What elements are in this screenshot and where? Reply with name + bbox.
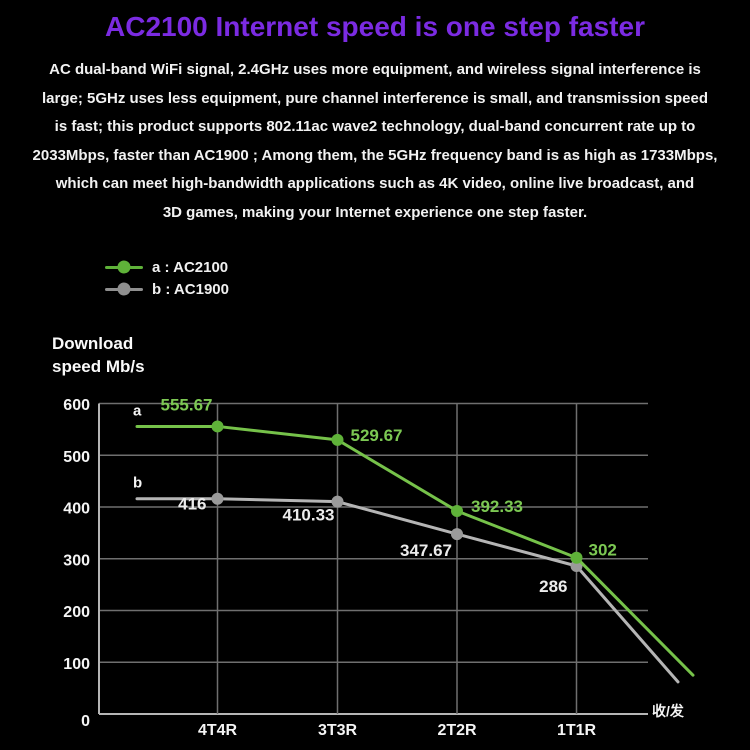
series-a-point-label: 555.67 — [161, 395, 213, 414]
y-tick-label: 100 — [63, 656, 90, 673]
legend-item-label: b : AC1900 — [152, 280, 229, 298]
body-text-line: large; 5GHz uses less equipment, pure ch… — [41, 89, 709, 107]
legend-line-marker-icon — [105, 282, 143, 296]
series-b-point-marker — [331, 495, 344, 508]
y-axis-title-line2: speed Mb/s — [52, 357, 145, 376]
body-text-line: is fast; this product supports 802.11ac … — [54, 118, 696, 136]
body-text-line: 2033Mbps, faster than AC1900 ; Among the… — [32, 146, 718, 164]
series-a-line — [135, 424, 695, 677]
y-tick-label: 400 — [63, 501, 90, 518]
y-tick-label: 0 — [81, 713, 90, 730]
series-a-point-label: 302 — [589, 541, 617, 560]
x-tick-label: 1T1R — [557, 722, 597, 739]
legend-item: b : AC1900 — [105, 278, 229, 300]
x-axis-end-label: 收/发 — [652, 703, 685, 719]
series-a-point-label: 529.67 — [351, 426, 403, 445]
y-tick-label: 500 — [63, 449, 90, 466]
series-b-point-label: 416 — [178, 495, 206, 514]
legend-item-label: a : AC2100 — [152, 258, 229, 276]
series-b-point-marker — [570, 559, 583, 572]
series-b-point-label: 347.67 — [400, 541, 452, 560]
series-a-point-marker — [570, 551, 583, 564]
series-a-point-marker — [451, 504, 463, 517]
body-text-line: AC dual-band WiFi signal, 2.4GHz uses mo… — [49, 61, 701, 78]
y-axis-title: Download speed Mb/s — [52, 332, 145, 378]
series-a-letter: a — [133, 402, 142, 419]
download-speed-chart: 0 100 200 300 400 500 600 4T4R 3T3R 2T2R 1T1R 收/发 b 4… — [63, 395, 695, 739]
x-tick-label: 4T4R — [198, 722, 238, 739]
series-b-point-label: 410.33 — [283, 506, 335, 525]
series-b-point-marker — [211, 492, 224, 505]
x-tick-label: 3T3R — [318, 722, 358, 739]
legend-item: a : AC2100 — [105, 256, 229, 278]
description-paragraph: AC dual-band WiFi signal, 2.4GHz uses mo… — [20, 56, 730, 228]
y-axis-title-line1: Download — [52, 334, 134, 353]
y-tick-label: 200 — [63, 604, 90, 621]
series-a-point-marker — [331, 433, 344, 446]
page-title: AC2100 Internet speed is one step faster — [105, 11, 645, 42]
series-b-letter: b — [133, 475, 142, 492]
series-b-line — [135, 497, 680, 684]
series-a-point-marker — [211, 420, 224, 433]
series-b-point-label: 286 — [539, 577, 567, 596]
x-tick-label: 2T2R — [437, 722, 477, 739]
series-a-point-label: 392.33 — [471, 497, 523, 516]
series-b-point-marker — [451, 528, 463, 541]
y-tick-label: 300 — [63, 552, 90, 569]
legend-line-marker-icon — [105, 260, 143, 274]
body-text-line: 3D games, making your Internet experienc… — [162, 203, 588, 221]
y-tick-label: 600 — [63, 397, 90, 414]
body-text-line: which can meet high-bandwidth applicatio… — [55, 175, 695, 193]
chart-legend: a : AC2100 b : AC1900 — [105, 256, 229, 300]
